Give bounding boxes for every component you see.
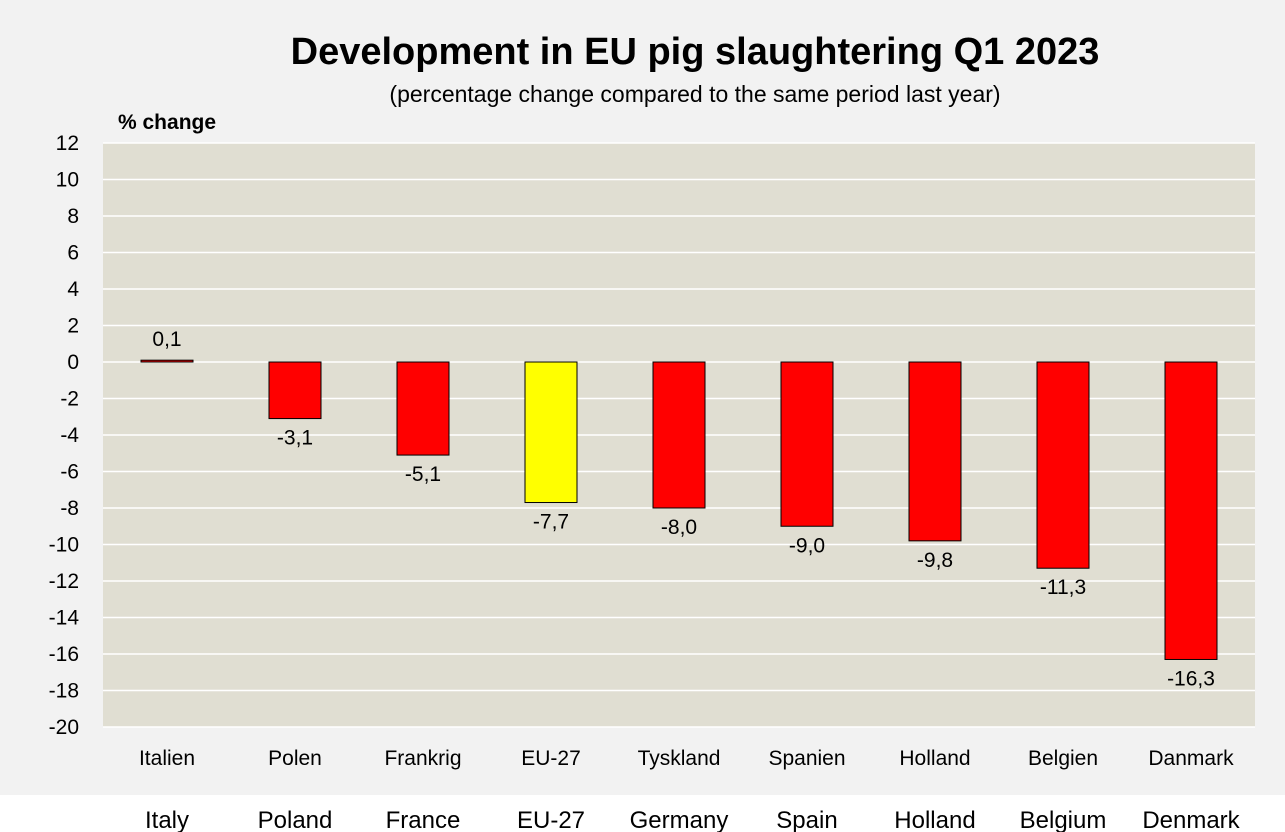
data-label: -16,3 <box>1167 667 1215 690</box>
x-tick-label: Italien <box>139 747 195 770</box>
english-category-label: Belgium <box>1020 807 1107 832</box>
y-tick-label: 12 <box>56 132 79 155</box>
y-axis-label: % change <box>118 111 217 134</box>
y-tick-label: -6 <box>60 461 79 484</box>
y-tick-label: -14 <box>49 607 80 630</box>
bar-tyskland <box>652 361 706 509</box>
x-tick-label: Belgien <box>1028 747 1098 770</box>
x-tick-label: Polen <box>268 747 322 770</box>
x-tick-label: Danmark <box>1148 747 1234 770</box>
y-tick-label: -12 <box>49 570 79 593</box>
y-tick-label: -2 <box>60 388 79 411</box>
data-label: -8,0 <box>661 516 697 539</box>
data-label: -9,0 <box>789 534 825 557</box>
y-tick-label: 8 <box>67 205 79 228</box>
x-tick-label: EU-27 <box>521 747 581 770</box>
english-category-label: France <box>386 807 461 832</box>
bar-italien <box>140 359 194 363</box>
y-tick-label: -18 <box>49 680 79 703</box>
data-label: -3,1 <box>277 427 313 450</box>
y-tick-label: -10 <box>49 534 79 557</box>
bar-spanien <box>780 361 834 527</box>
english-category-label: Italy <box>145 807 189 832</box>
y-tick-label: 0 <box>67 351 79 374</box>
y-tick-label: 6 <box>67 242 79 265</box>
y-tick-label: 4 <box>67 278 79 301</box>
y-tick-label: -8 <box>60 497 79 520</box>
data-label: 0,1 <box>152 328 181 351</box>
bar-danmark <box>1164 361 1218 660</box>
bar-frankrig <box>396 361 450 456</box>
data-label: -7,7 <box>533 511 569 534</box>
english-category-label: EU-27 <box>517 807 585 832</box>
y-tick-label: -20 <box>49 716 79 739</box>
data-label: -11,3 <box>1040 576 1086 599</box>
x-tick-label: Holland <box>899 747 970 770</box>
bar-holland <box>908 361 962 542</box>
english-category-label: Spain <box>776 807 837 832</box>
data-label: -5,1 <box>405 463 441 486</box>
x-tick-label: Tyskland <box>638 747 721 770</box>
x-tick-label: Spanien <box>768 747 845 770</box>
x-tick-label: Frankrig <box>384 747 461 770</box>
english-category-label: Denmark <box>1142 807 1240 832</box>
y-tick-label: -4 <box>60 424 79 447</box>
data-label: -9,8 <box>917 549 953 572</box>
bar-eu-27 <box>524 361 578 504</box>
english-category-label: Holland <box>894 807 975 832</box>
chart-title: Development in EU pig slaughtering Q1 20… <box>290 31 1100 73</box>
y-tick-label: 2 <box>67 315 79 338</box>
bar-belgien <box>1036 361 1090 569</box>
english-category-label: Poland <box>258 807 333 832</box>
english-category-label: Germany <box>630 807 729 832</box>
chart-subtitle: (percentage change compared to the same … <box>389 81 1001 107</box>
y-tick-label: 10 <box>56 169 79 192</box>
y-tick-label: -16 <box>49 643 79 666</box>
bar-polen <box>268 361 322 420</box>
